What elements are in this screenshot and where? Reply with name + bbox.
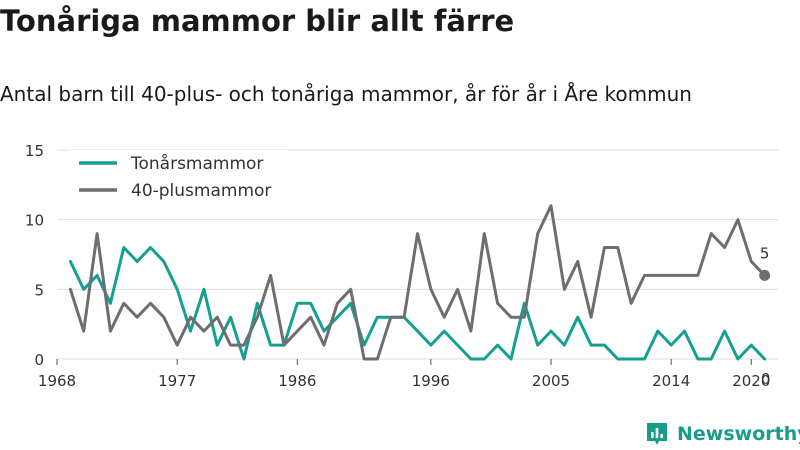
end-point-40-plus bbox=[759, 269, 771, 281]
legend: Tonårsmammor 40-plusmammor bbox=[70, 150, 288, 204]
legend-label: Tonårsmammor bbox=[130, 153, 263, 174]
x-tick-label: 1968 bbox=[38, 372, 76, 390]
legend-background bbox=[70, 150, 288, 204]
x-tick-label: 2014 bbox=[652, 372, 690, 390]
brand-name: Newsworthy bbox=[677, 423, 800, 445]
y-tick-label: 15 bbox=[25, 142, 44, 160]
end-label-teen: 0 bbox=[761, 370, 771, 388]
x-axis-ticks: 1968 1977 1986 1996 2005 2014 2020 bbox=[38, 359, 770, 390]
legend-label: 40-plusmammor bbox=[131, 181, 271, 201]
x-tick-label: 1986 bbox=[278, 372, 316, 390]
series-line-ton-rsmammor bbox=[68, 246, 767, 361]
series-lines bbox=[68, 204, 767, 361]
x-tick-label: 2005 bbox=[532, 372, 570, 390]
chart-title: Tonåriga mammor blir allt färre bbox=[0, 4, 515, 38]
newsworthy-brand: Newsworthy bbox=[645, 420, 800, 448]
x-tick-label: 1996 bbox=[412, 372, 450, 390]
series-line-40-plusmammor bbox=[68, 204, 767, 361]
y-tick-label: 5 bbox=[34, 281, 44, 299]
y-axis-ticks: 0 5 10 15 bbox=[25, 142, 44, 369]
end-labels: 50 bbox=[759, 244, 770, 388]
x-tick-label: 2020 bbox=[732, 372, 770, 390]
chart-subtitle: Antal barn till 40-plus- och tonåriga ma… bbox=[0, 82, 692, 106]
newsworthy-logo-icon bbox=[647, 423, 667, 445]
y-tick-label: 0 bbox=[34, 351, 44, 369]
end-label-40-plus: 5 bbox=[760, 244, 770, 262]
x-tick-label: 1977 bbox=[158, 372, 196, 390]
y-tick-label: 10 bbox=[25, 212, 44, 230]
